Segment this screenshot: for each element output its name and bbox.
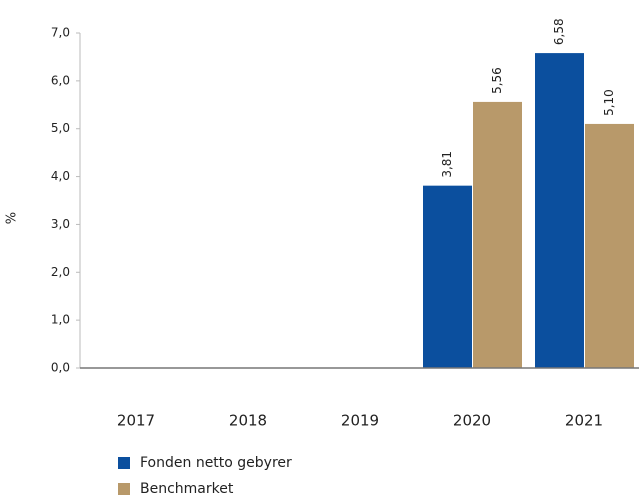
value-label: 5,56 bbox=[490, 67, 504, 94]
legend-label: Fonden netto gebyrer bbox=[140, 455, 292, 471]
y-tick-label: 4,0 bbox=[51, 169, 70, 183]
x-tick-label: 2018 bbox=[229, 412, 267, 430]
y-tick-label: 7,0 bbox=[51, 26, 70, 40]
value-label: 6,58 bbox=[552, 18, 566, 45]
y-axis-label: % bbox=[5, 212, 20, 224]
legend-label: Benchmarket bbox=[140, 481, 234, 497]
bar bbox=[585, 123, 634, 368]
y-tick-label: 1,0 bbox=[51, 313, 70, 327]
y-tick-label: 0,0 bbox=[51, 361, 70, 375]
x-tick-label: 2021 bbox=[565, 412, 603, 430]
value-label: 5,10 bbox=[602, 89, 616, 116]
x-tick-label: 2019 bbox=[341, 412, 379, 430]
y-tick-label: 2,0 bbox=[51, 265, 70, 279]
bar bbox=[473, 101, 522, 369]
bar bbox=[535, 53, 584, 368]
x-tick-label: 2020 bbox=[453, 412, 491, 430]
y-tick-label: 5,0 bbox=[51, 121, 70, 135]
legend-swatch bbox=[118, 457, 130, 469]
value-label: 3,81 bbox=[440, 151, 454, 178]
legend-swatch bbox=[118, 483, 130, 495]
y-tick-label: 6,0 bbox=[51, 73, 70, 87]
x-tick-label: 2017 bbox=[117, 412, 155, 430]
bar bbox=[423, 185, 472, 368]
y-tick-label: 3,0 bbox=[51, 217, 70, 231]
